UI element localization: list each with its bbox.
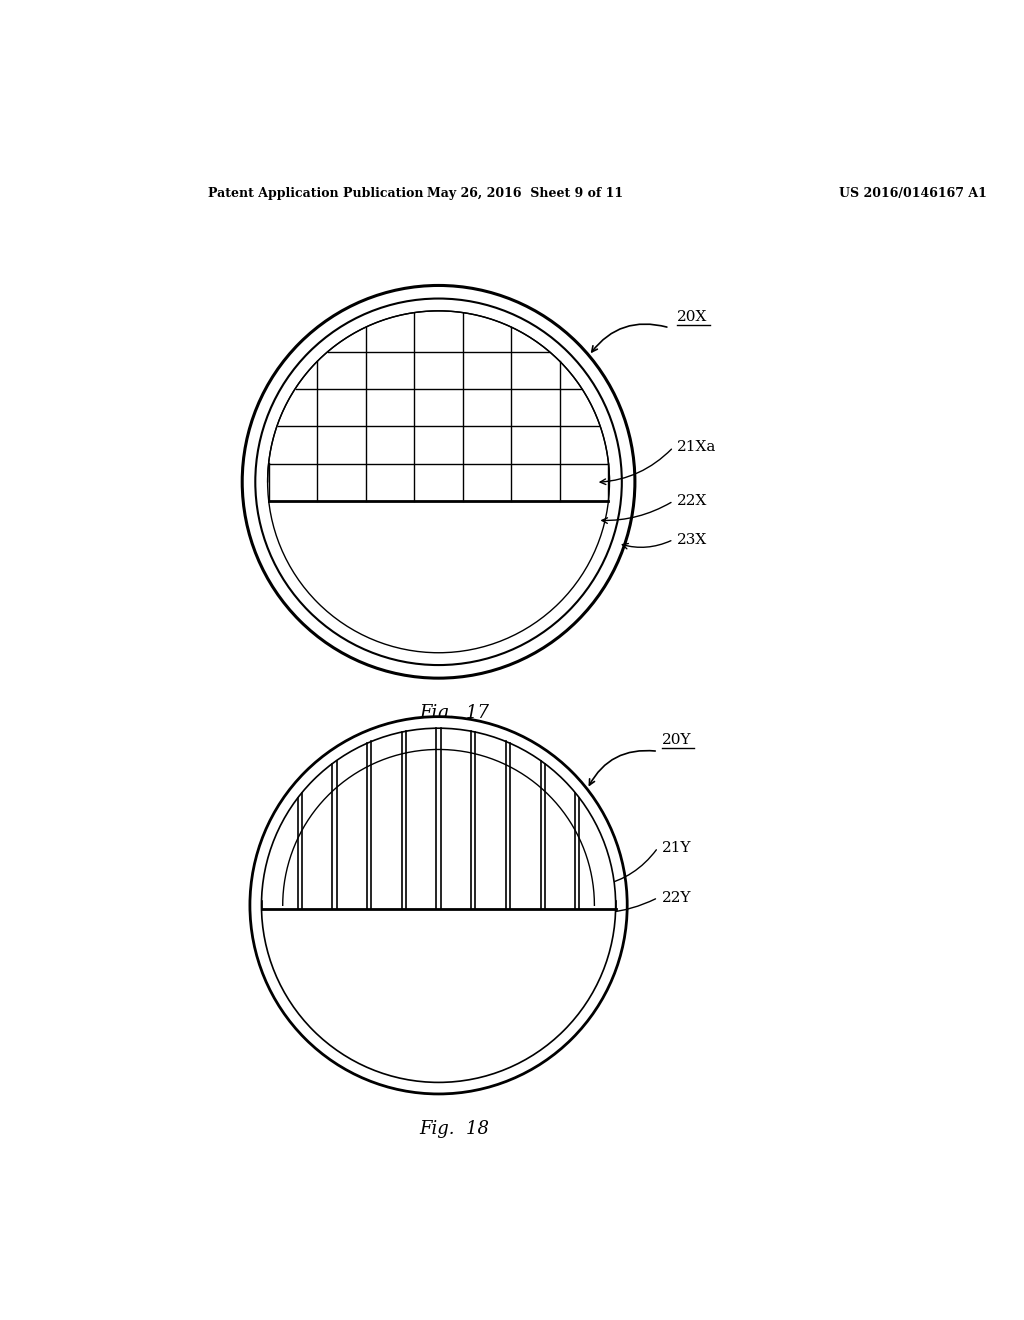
Text: Fig.  17: Fig. 17 xyxy=(419,704,489,722)
Circle shape xyxy=(261,729,615,1082)
Text: Patent Application Publication: Patent Application Publication xyxy=(208,186,423,199)
Text: Fig.  18: Fig. 18 xyxy=(419,1119,489,1138)
Text: US 2016/0146167 A1: US 2016/0146167 A1 xyxy=(839,186,987,199)
Circle shape xyxy=(257,300,621,664)
Text: 22X: 22X xyxy=(677,494,708,508)
Text: May 26, 2016  Sheet 9 of 11: May 26, 2016 Sheet 9 of 11 xyxy=(427,186,623,199)
Text: 21Xa: 21Xa xyxy=(677,440,717,454)
Text: 20Y: 20Y xyxy=(662,734,691,747)
Text: 23X: 23X xyxy=(677,532,708,546)
Text: 21Y: 21Y xyxy=(662,841,691,854)
Circle shape xyxy=(250,717,628,1094)
Text: 20X: 20X xyxy=(677,310,708,323)
Text: 22Y: 22Y xyxy=(662,891,691,904)
